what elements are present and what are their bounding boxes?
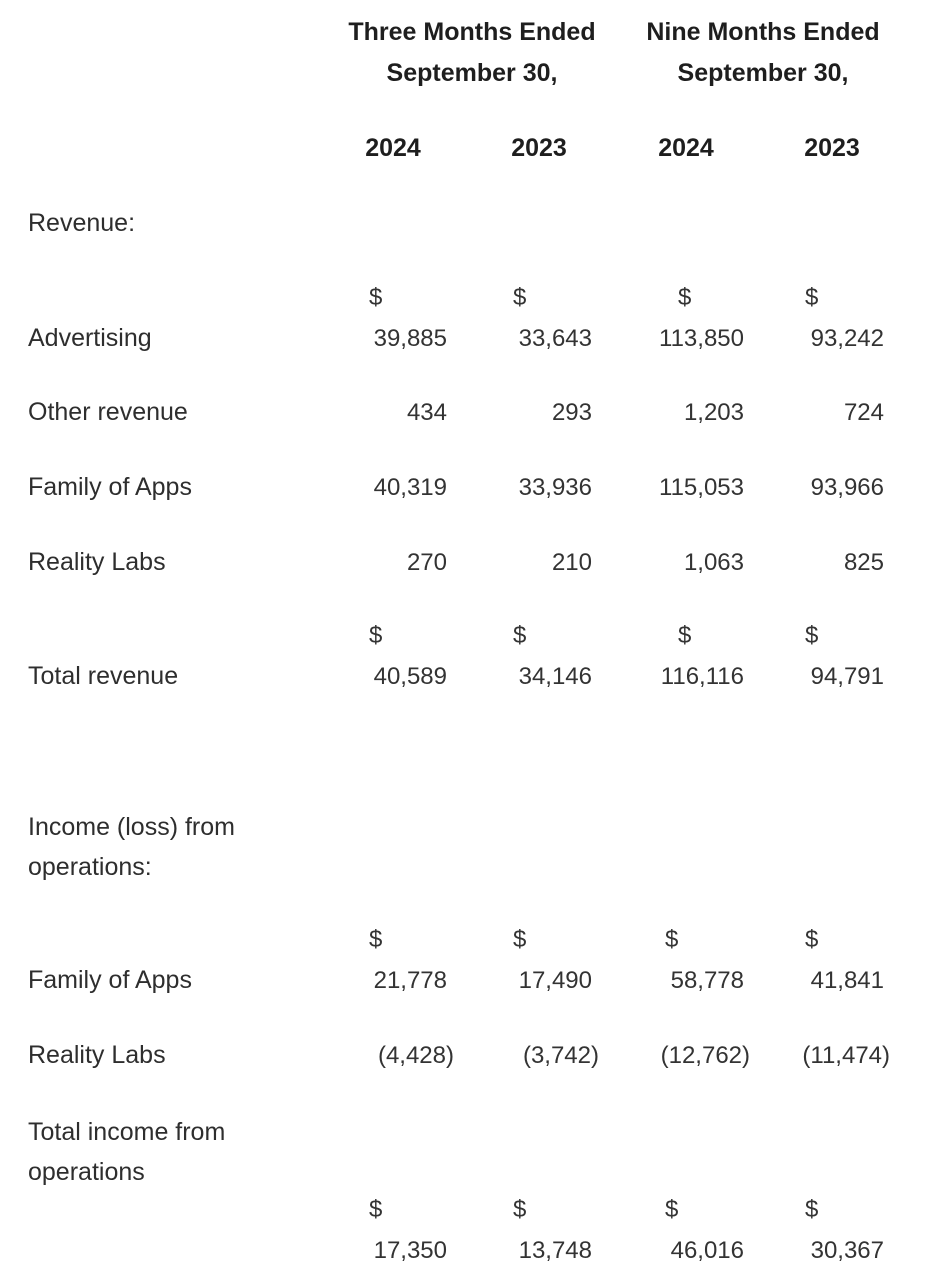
cell-value: 93,966	[810, 474, 884, 501]
cell-value: 94,791	[810, 663, 884, 690]
cell-value: 30,367	[810, 1237, 884, 1264]
currency-symbol: $	[369, 926, 383, 953]
currency-symbol: $	[513, 1196, 527, 1223]
currency-symbol: $	[805, 284, 819, 311]
cell-value: (4,428)	[377, 1042, 454, 1069]
income-section-label: Income (loss) from operations:	[28, 813, 235, 881]
cell-value: 724	[843, 399, 884, 426]
cell-value: 13,748	[518, 1237, 592, 1264]
currency-symbol: $	[805, 1196, 819, 1223]
year-header-9m-2023: 2023	[804, 134, 860, 162]
row-label-reality-labs: Reality Labs	[28, 548, 166, 576]
cell-value: 116,116	[660, 663, 744, 690]
currency-symbol: $	[513, 622, 527, 649]
cell-value: 434	[406, 399, 447, 426]
cell-value: (12,762)	[660, 1042, 750, 1069]
row-label-other-revenue: Other revenue	[28, 398, 188, 426]
currency-symbol: $	[678, 622, 692, 649]
nine-months-header-line1: Nine Months Ended	[646, 18, 880, 46]
year-header-q-2024: 2024	[365, 134, 421, 162]
cell-value: 1,063	[683, 549, 744, 576]
currency-symbol: $	[805, 622, 819, 649]
row-label-family-of-apps: Family of Apps	[28, 966, 192, 994]
cell-value: 39,885	[373, 325, 447, 352]
cell-value: 33,643	[518, 325, 592, 352]
cell-value: 41,841	[810, 967, 884, 994]
cell-value: 113,850	[659, 325, 744, 352]
nine-months-header-line2: September 30,	[677, 59, 849, 87]
cell-value: 17,490	[518, 967, 592, 994]
cell-value: 40,319	[373, 474, 447, 501]
currency-symbol: $	[513, 284, 527, 311]
cell-value: 270	[406, 549, 447, 576]
cell-value: 210	[551, 549, 592, 576]
row-label-total-income: Total income from operations	[28, 1118, 226, 1186]
year-header-q-2023: 2023	[511, 134, 567, 162]
row-label-reality-labs: Reality Labs	[28, 1041, 166, 1069]
cell-value: 17,350	[373, 1237, 447, 1264]
cell-value: (3,742)	[522, 1042, 599, 1069]
cell-value: 33,936	[518, 474, 592, 501]
currency-symbol: $	[678, 284, 692, 311]
cell-value: 40,589	[373, 663, 447, 690]
currency-symbol: $	[369, 284, 383, 311]
currency-symbol: $	[369, 1196, 383, 1223]
revenue-section-label: Revenue:	[28, 209, 136, 237]
currency-symbol: $	[369, 622, 383, 649]
cell-value: 1,203	[683, 399, 744, 426]
row-label-total-revenue: Total revenue	[28, 662, 179, 690]
cell-value: 293	[551, 399, 592, 426]
cell-value: 34,146	[518, 663, 592, 690]
cell-value: 21,778	[373, 967, 447, 994]
cell-value: 58,778	[670, 967, 744, 994]
currency-symbol: $	[513, 926, 527, 953]
three-months-header-line1: Three Months Ended	[348, 18, 596, 46]
cell-value: 93,242	[810, 325, 884, 352]
currency-symbol: $	[805, 926, 819, 953]
currency-symbol: $	[665, 926, 679, 953]
year-header-9m-2024: 2024	[658, 134, 714, 162]
row-label-advertising: Advertising	[28, 324, 152, 352]
cell-value: (11,474)	[802, 1042, 890, 1069]
currency-symbol: $	[665, 1196, 679, 1223]
three-months-header-line2: September 30,	[386, 59, 558, 87]
row-label-family-of-apps: Family of Apps	[28, 473, 192, 501]
cell-value: 46,016	[670, 1237, 744, 1264]
cell-value: 825	[843, 549, 884, 576]
cell-value: 115,053	[659, 474, 744, 501]
